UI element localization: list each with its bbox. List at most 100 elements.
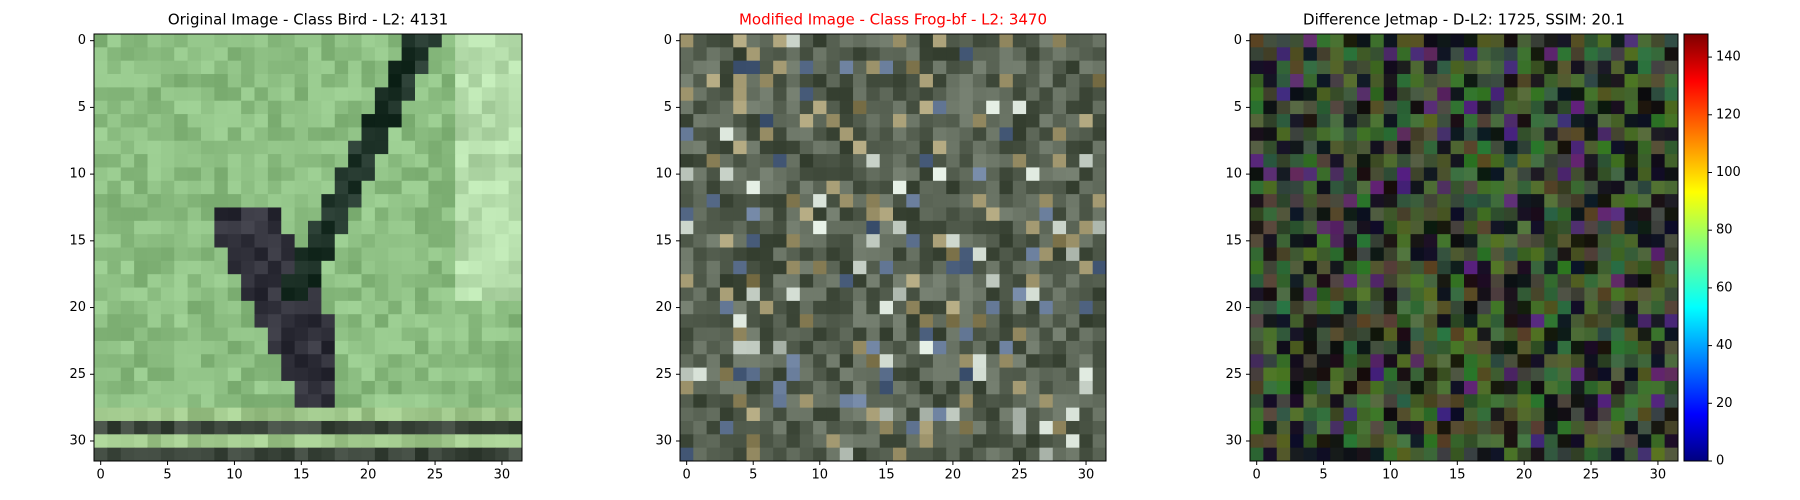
- pixel: [455, 47, 469, 62]
- pixel: [1584, 260, 1599, 275]
- pixel: [1383, 380, 1398, 395]
- pixel: [1437, 274, 1452, 288]
- pixel: [348, 220, 362, 235]
- x-tick-label: 25: [1011, 468, 1028, 483]
- pixel: [1303, 260, 1318, 275]
- pixel: [1383, 300, 1398, 315]
- pixel: [932, 274, 947, 288]
- pixel: [1397, 34, 1411, 48]
- pixel: [932, 220, 947, 235]
- pixel: [1012, 167, 1027, 182]
- pixel: [174, 340, 189, 355]
- pixel: [308, 140, 322, 155]
- pixel: [281, 367, 296, 382]
- pixel: [120, 194, 135, 208]
- pixel: [1303, 420, 1318, 435]
- pixel: [853, 420, 867, 435]
- pixel: [1012, 140, 1027, 155]
- pixel: [1316, 100, 1331, 115]
- pixel: [334, 340, 349, 355]
- pixel: [1410, 100, 1425, 115]
- pixel: [241, 447, 255, 462]
- pixel: [1092, 194, 1107, 208]
- pixel: [134, 287, 148, 302]
- pixel: [1026, 114, 1040, 128]
- pixel: [508, 340, 523, 355]
- pixel: [1397, 60, 1411, 75]
- pixel: [893, 247, 907, 262]
- pixel: [733, 314, 747, 328]
- pixel: [481, 394, 496, 409]
- y-tick-label: 10: [655, 167, 672, 182]
- pixel: [1584, 354, 1599, 368]
- pixel: [1383, 87, 1398, 102]
- pixel: [147, 287, 162, 302]
- pixel: [134, 434, 148, 449]
- pixel: [893, 207, 907, 222]
- pixel: [495, 47, 510, 62]
- pixel: [267, 180, 282, 195]
- pixel: [1250, 180, 1264, 195]
- pixel: [214, 407, 229, 422]
- pixel: [1316, 127, 1331, 142]
- pixel: [107, 354, 122, 368]
- pixel: [999, 354, 1014, 368]
- pixel: [893, 60, 907, 75]
- pixel: [481, 247, 496, 262]
- pixel: [1571, 207, 1585, 222]
- pixel: [1504, 380, 1518, 395]
- pixel: [1012, 34, 1027, 48]
- y-tick-label: 0: [1234, 33, 1242, 48]
- pixel: [241, 34, 255, 48]
- pixel: [201, 180, 215, 195]
- pixel: [879, 100, 894, 115]
- pixel: [1423, 340, 1438, 355]
- pixel: [254, 180, 269, 195]
- pixel: [1664, 207, 1679, 222]
- pixel: [853, 47, 867, 62]
- pixel: [946, 394, 960, 409]
- pixel: [1012, 60, 1027, 75]
- pixel: [415, 167, 429, 182]
- pixel: [1664, 394, 1679, 409]
- pixel: [1276, 100, 1291, 115]
- pixel: [1557, 194, 1572, 208]
- pixel: [706, 100, 721, 115]
- pixel: [719, 434, 734, 449]
- pixel: [1490, 220, 1505, 235]
- y-tick-label: 5: [1234, 100, 1242, 115]
- pixel: [120, 114, 135, 128]
- pixel: [388, 407, 403, 422]
- pixel: [1397, 180, 1411, 195]
- pixel: [187, 367, 202, 382]
- pixel: [227, 220, 242, 235]
- pixel: [1490, 234, 1505, 248]
- pixel: [1651, 87, 1666, 102]
- pixel: [719, 394, 734, 409]
- pixel: [1544, 34, 1559, 48]
- pixel: [294, 260, 309, 275]
- pixel: [1343, 287, 1358, 302]
- pixel: [1584, 100, 1599, 115]
- pixel: [1370, 127, 1385, 142]
- pixel: [1410, 327, 1425, 342]
- pixel: [294, 100, 309, 115]
- pixel: [1597, 247, 1612, 262]
- pixel: [1397, 127, 1411, 142]
- pixel: [906, 154, 921, 168]
- pixel: [1343, 114, 1358, 128]
- pixel: [799, 247, 814, 262]
- pixel: [826, 247, 841, 262]
- pixel: [1316, 167, 1331, 182]
- pixel: [1039, 100, 1054, 115]
- pixel: [706, 127, 721, 142]
- pixel: [1477, 407, 1492, 422]
- pixel: [1357, 380, 1371, 395]
- pixel: [1052, 100, 1067, 115]
- pixel: [1571, 114, 1585, 128]
- pixel: [1397, 287, 1411, 302]
- pixel: [107, 274, 122, 288]
- pixel: [267, 407, 282, 422]
- pixel: [1303, 340, 1318, 355]
- x-tick-label: 30: [1078, 468, 1095, 483]
